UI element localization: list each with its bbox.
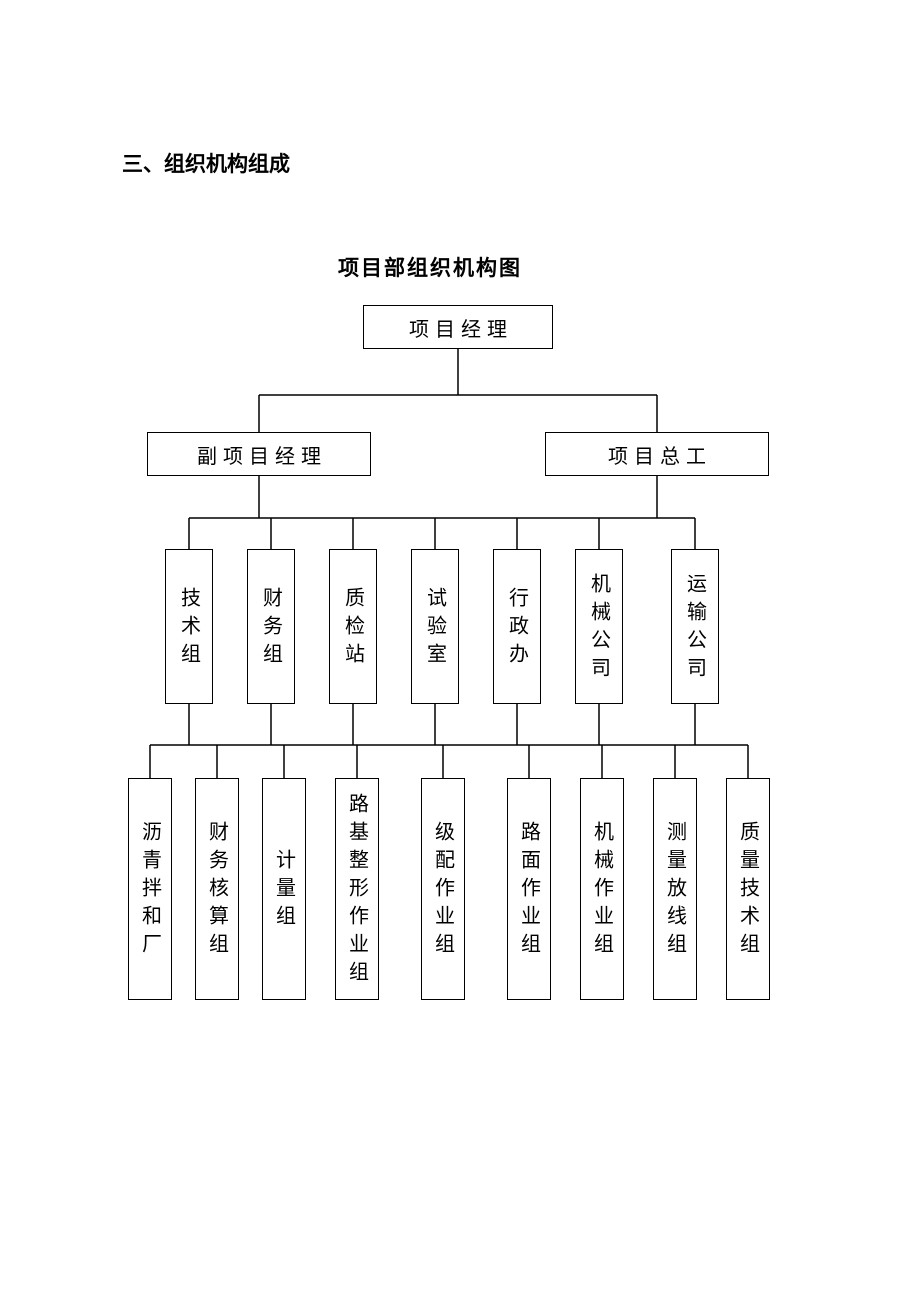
org-node-n3c: 质检站 <box>329 549 377 704</box>
org-node-n3g: 运输公司 <box>671 549 719 704</box>
section-title: 三、组织机构组成 <box>122 148 290 178</box>
org-node-n4d: 路基整形作业组 <box>335 778 379 1000</box>
org-node-n4f: 路面作业组 <box>507 778 551 1000</box>
org-node-n3b: 财务组 <box>247 549 295 704</box>
org-node-n4c: 计量组 <box>262 778 306 1000</box>
org-chart-edges <box>0 0 920 1302</box>
org-node-n3a: 技术组 <box>165 549 213 704</box>
org-node-n2a: 副项目经理 <box>147 432 371 476</box>
org-node-n3d: 试验室 <box>411 549 459 704</box>
org-node-n3f: 机械公司 <box>575 549 623 704</box>
org-node-n4i: 质量技术组 <box>726 778 770 1000</box>
org-node-n4b: 财务核算组 <box>195 778 239 1000</box>
org-node-n1: 项目经理 <box>363 305 553 349</box>
org-node-n4h: 测量放线组 <box>653 778 697 1000</box>
org-node-n2b: 项目总工 <box>545 432 769 476</box>
org-node-n4e: 级配作业组 <box>421 778 465 1000</box>
org-node-n4a: 沥青拌和厂 <box>128 778 172 1000</box>
org-node-n4g: 机械作业组 <box>580 778 624 1000</box>
org-node-n3e: 行政办 <box>493 549 541 704</box>
chart-title: 项目部组织机构图 <box>338 252 522 282</box>
